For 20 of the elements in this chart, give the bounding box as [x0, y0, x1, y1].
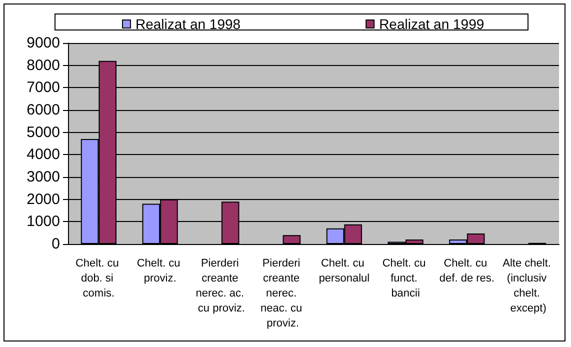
x-tick-label: Pierderi creante nerec. neac. cu proviz.	[260, 258, 306, 330]
legend-label: Realizat an 1999	[379, 16, 484, 32]
x-tick-label: Chelt. cu funct. bancii	[382, 258, 429, 300]
y-tick-label: 0	[52, 236, 60, 252]
x-tick-label: Chelt. cu def. de res.	[439, 258, 494, 284]
y-tick-label: 3000	[26, 168, 60, 186]
y-tick-label: 2000	[26, 190, 60, 208]
y-tick-label: 8000	[26, 56, 60, 74]
y-tick-label: 5000	[26, 124, 60, 141]
y-tick-label: 4000	[26, 146, 60, 164]
x-tick-label: Chelt. cu proviz.	[136, 258, 184, 284]
x-tick-label: Chelt. cu dob. si comis.	[75, 258, 122, 300]
y-tick-label: 6000	[26, 102, 60, 118]
y-tick-label: 9000	[26, 34, 60, 52]
y-tick-label: 7000	[26, 79, 60, 96]
x-tick-label: Pierderi creante nerec. ac. cu proviz.	[196, 258, 248, 314]
legend-label: Realizat an 1998	[136, 16, 241, 32]
x-tick-label: Chelt. cu personalul	[318, 258, 370, 284]
y-tick-label: 1000	[26, 213, 60, 230]
x-tick-label: Alte chelt. (inclusiv chelt. except)	[502, 258, 554, 314]
